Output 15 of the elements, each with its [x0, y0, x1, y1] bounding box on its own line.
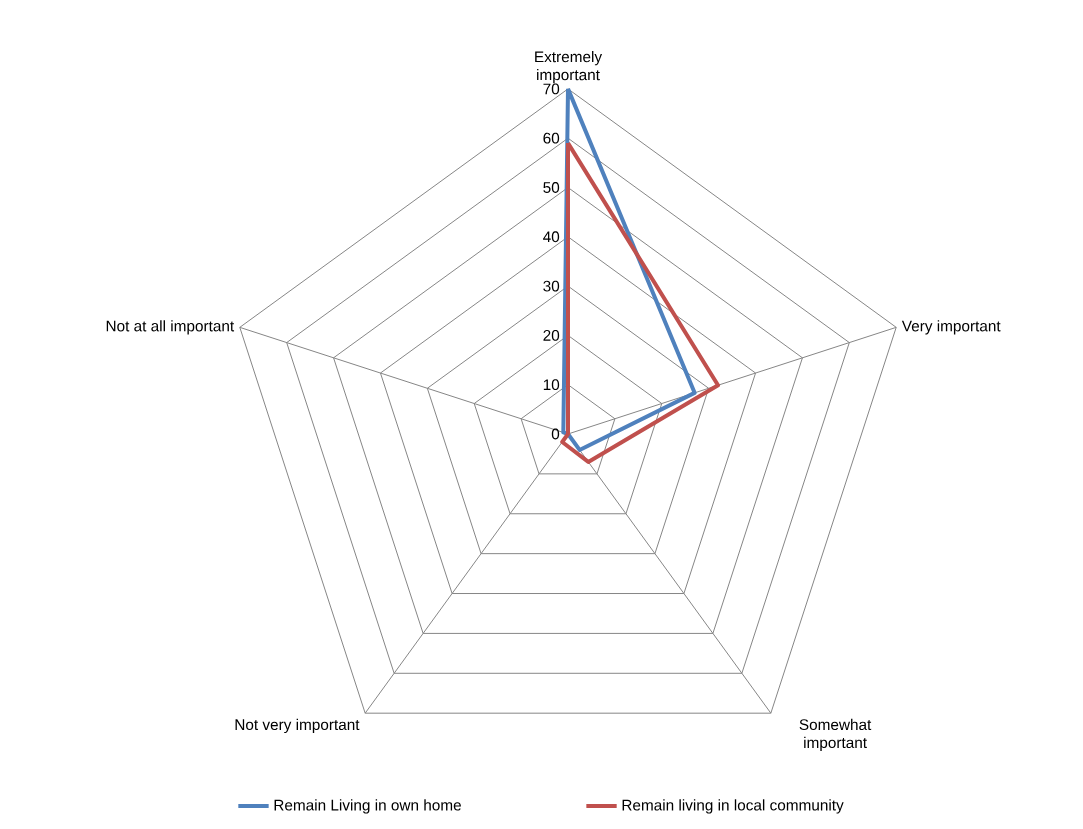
spoke-label: Somewhat important: [799, 718, 872, 752]
y-tick-label: 60: [543, 132, 560, 144]
y-tick-label: 20: [543, 329, 560, 341]
y-tick-label: 0: [551, 428, 560, 440]
y-tick-label: 40: [543, 231, 560, 243]
y-tick-label: 50: [543, 182, 560, 193]
spoke-label: Very important: [901, 320, 1001, 335]
y-tick-label: 10: [543, 379, 560, 391]
spoke-label: Not very important: [235, 718, 360, 734]
spoke-label: Not at all important: [106, 320, 235, 335]
y-tick-label: 70: [543, 83, 560, 95]
legend-label: Remain Living in own home: [274, 799, 461, 814]
legend-label: Remain living in local community: [622, 799, 844, 814]
spoke-label: Extremely important: [535, 51, 603, 84]
y-tick-label: 30: [543, 280, 560, 292]
